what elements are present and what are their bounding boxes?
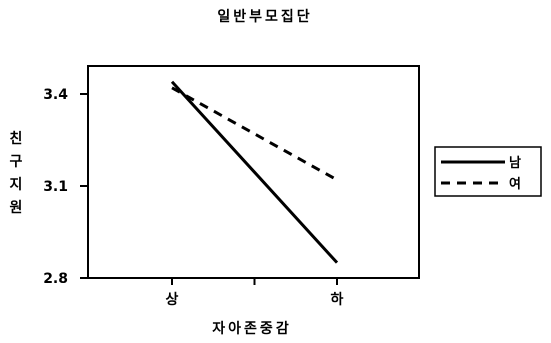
y-tick-label: 3.4 [43,87,68,103]
legend-label-1: 남 [509,155,521,171]
y-axis-label-char: 구 [10,154,23,170]
x-tick-label: 하 [331,291,344,308]
y-axis-label-char: 친 [10,131,23,147]
y-tick-label: 3.1 [43,179,68,195]
y-axis-label-char: 지 [10,177,23,193]
y-tick-label: 2.8 [43,271,68,287]
chart-title: 일반부모집단 [217,8,312,25]
x-axis-label: 자아존중감 [212,320,291,337]
legend: 남여 [434,146,542,197]
x-tick-label: 상 [166,292,179,308]
series-line-1 [170,80,339,264]
legend-label-2: 여 [509,176,521,192]
series-lines [170,80,339,264]
series-line-2 [171,86,338,182]
y-axis-ticks: 3.4 3.1 2.8 [43,87,88,287]
legend-box [434,146,542,197]
y-axis-label-char: 원 [10,200,23,216]
